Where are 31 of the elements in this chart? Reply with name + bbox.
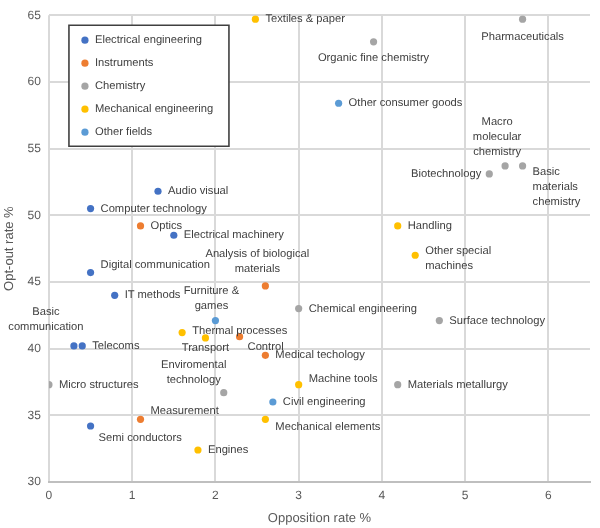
point: [154, 187, 162, 195]
point: [201, 334, 210, 342]
point: [261, 282, 269, 290]
point: [136, 222, 145, 230]
point: [518, 162, 527, 170]
point: [261, 351, 269, 359]
point: [251, 15, 259, 23]
point: [86, 204, 95, 213]
point: [86, 269, 95, 277]
point: [411, 251, 419, 259]
point: [194, 446, 202, 454]
point: [369, 38, 378, 46]
point: [211, 317, 220, 325]
point: [394, 222, 402, 230]
point: [435, 317, 443, 325]
point: [111, 291, 119, 299]
point: [335, 99, 343, 107]
point: [136, 415, 145, 423]
point: [220, 389, 228, 397]
point: [295, 305, 303, 313]
point: [518, 15, 527, 23]
point: [485, 170, 493, 178]
point: [70, 342, 78, 350]
point: [394, 381, 402, 389]
point: [86, 422, 95, 430]
point: [78, 342, 86, 350]
point: [269, 398, 277, 406]
point: [295, 381, 303, 389]
point: [178, 329, 186, 337]
point: [261, 415, 269, 423]
point: [501, 162, 509, 170]
